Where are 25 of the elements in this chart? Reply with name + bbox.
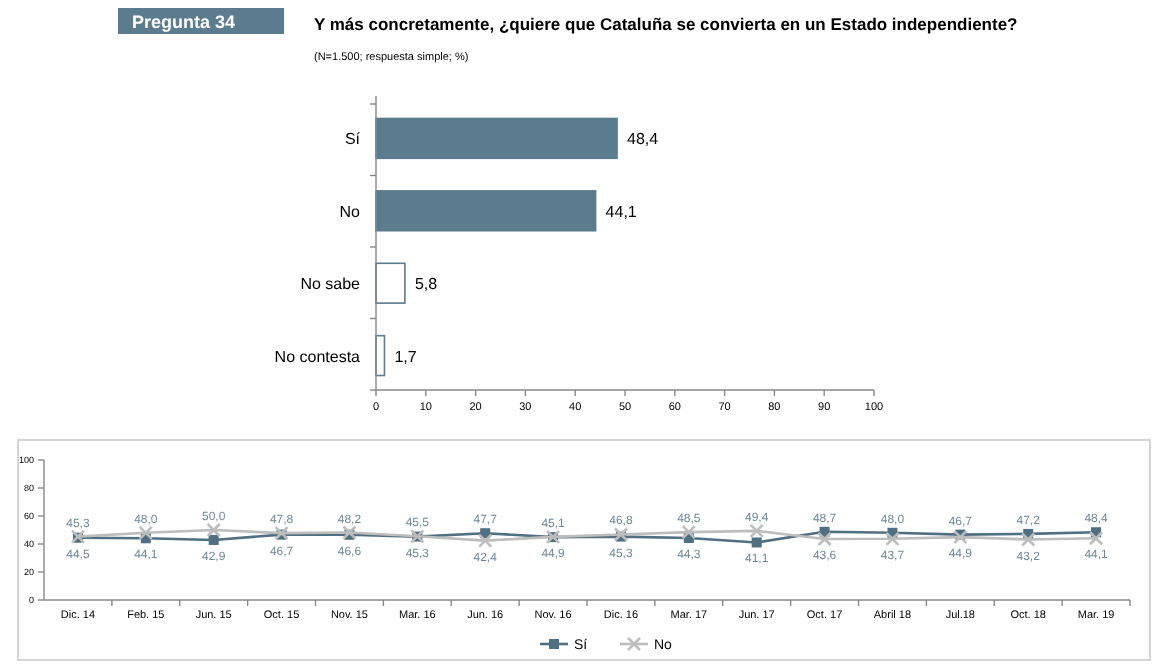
- y-tick-label: No sabe: [300, 275, 362, 294]
- point: [1020, 532, 1036, 547]
- point: [953, 529, 968, 545]
- point: [885, 531, 900, 547]
- point: [749, 523, 764, 539]
- y-tick-label: No contesta: [274, 347, 362, 366]
- data-label: 1,7: [394, 347, 418, 366]
- y-tick-label: Sí: [344, 130, 362, 149]
- data-label: 44,1: [605, 202, 638, 221]
- point: [477, 533, 493, 548]
- point: [681, 524, 697, 540]
- point: [1088, 530, 1104, 546]
- bar: [375, 190, 597, 232]
- y-tick-label: No: [339, 202, 362, 221]
- data-label: 48,4: [627, 130, 660, 149]
- data-label: 5,8: [414, 275, 439, 294]
- chart-title: Y más concretamente, ¿quiere que Cataluña se convierta en un Estado independiente?: [314, 14, 1018, 34]
- bar: [375, 117, 618, 160]
- point: [206, 522, 221, 538]
- point: [138, 525, 154, 541]
- text: Pregunta 34: [132, 12, 236, 32]
- point: [751, 537, 762, 548]
- point: [817, 531, 832, 547]
- point: [208, 534, 219, 545]
- bar: [375, 262, 406, 304]
